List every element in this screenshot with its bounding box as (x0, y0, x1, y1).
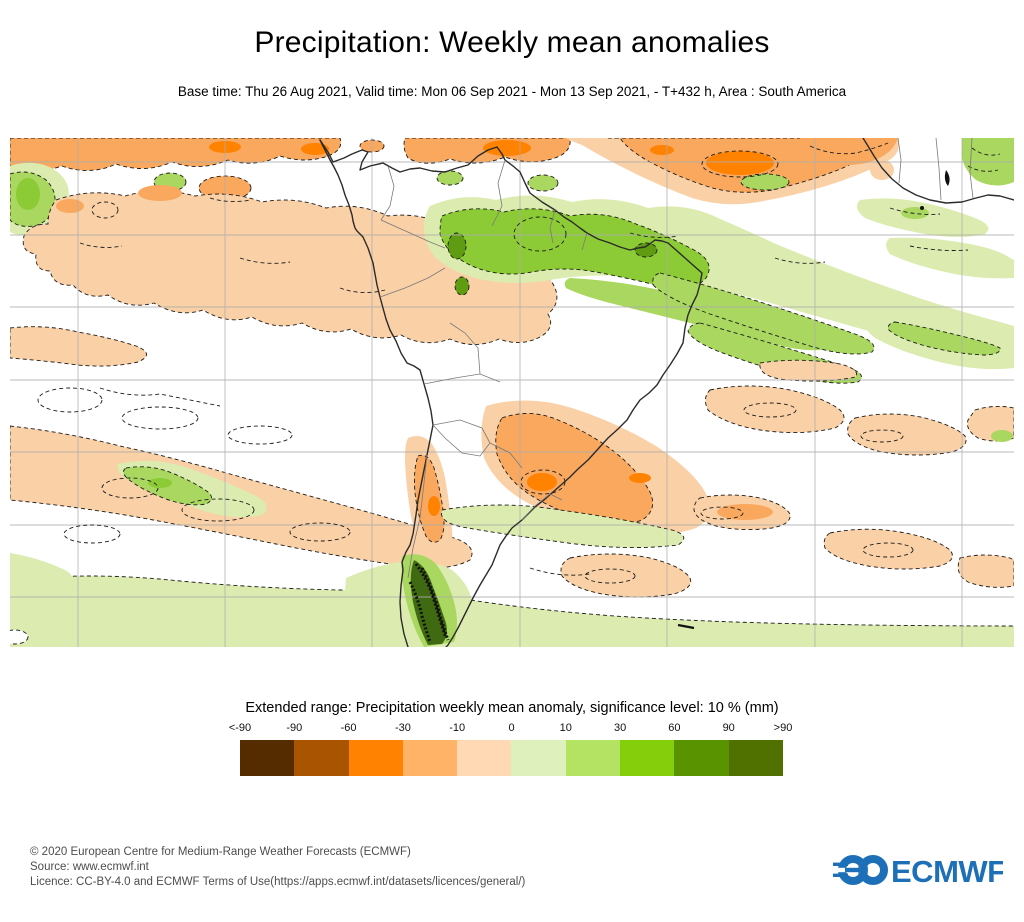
ecmwf-logo-svg: ECMWF (833, 854, 1006, 889)
legend-swatch (294, 740, 349, 776)
anomaly-map (1, 137, 1015, 648)
map-anomaly-fills (9, 137, 1015, 647)
legend-tick-label: 60 (668, 722, 681, 734)
map-gridlines (10, 138, 1014, 647)
legend-tick-label: -90 (286, 722, 303, 734)
legend-tick-label: -30 (394, 722, 411, 734)
legend-swatch (511, 740, 566, 776)
footer-source: Source: www.ecmwf.int (30, 861, 149, 873)
ecmwf-logo-mark (833, 855, 888, 885)
ecmwf-logo: ECMWF (833, 849, 1006, 891)
legend-ticks: <-90 -90 -60 -30 -10 0 10 30 60 90 >90 (0, 722, 1024, 738)
legend-colorbar (240, 740, 783, 776)
footer: © 2020 European Centre for Medium-Range … (30, 845, 525, 890)
legend-swatch (457, 740, 512, 776)
legend-swatch (728, 740, 783, 776)
page-title: Precipitation: Weekly mean anomalies (254, 26, 770, 59)
legend-swatch (348, 740, 403, 776)
legend-swatch (402, 740, 458, 776)
legend-tick-label: -60 (340, 722, 357, 734)
legend-tick-label: 90 (722, 722, 735, 734)
ecmwf-logo-text: ECMWF (891, 854, 1003, 889)
legend-swatch (674, 740, 729, 776)
legend-tick-label: 10 (559, 722, 572, 734)
map-patagonia-fjord-texture (408, 563, 450, 643)
anomaly-map-svg (1, 137, 1015, 648)
legend-tick-label: -10 (449, 722, 466, 734)
legend-swatch (620, 740, 675, 776)
legend-tick-label: 30 (613, 722, 627, 734)
footer-licence: Licence: CC-BY-4.0 and ECMWF Terms of Us… (30, 876, 526, 888)
legend-tick-label: >90 (773, 722, 793, 734)
legend-title: Extended range: Precipitation weekly mea… (245, 700, 779, 716)
footer-copyright: © 2020 European Centre for Medium-Range … (30, 846, 411, 858)
legend-swatch (240, 740, 295, 776)
page-subtitle: Base time: Thu 26 Aug 2021, Valid time: … (177, 84, 847, 99)
legend-tick-label: 0 (508, 722, 515, 734)
map-coastlines (319, 137, 1015, 648)
legend-swatch (565, 740, 621, 776)
legend-tick-label: <-90 (228, 722, 252, 734)
